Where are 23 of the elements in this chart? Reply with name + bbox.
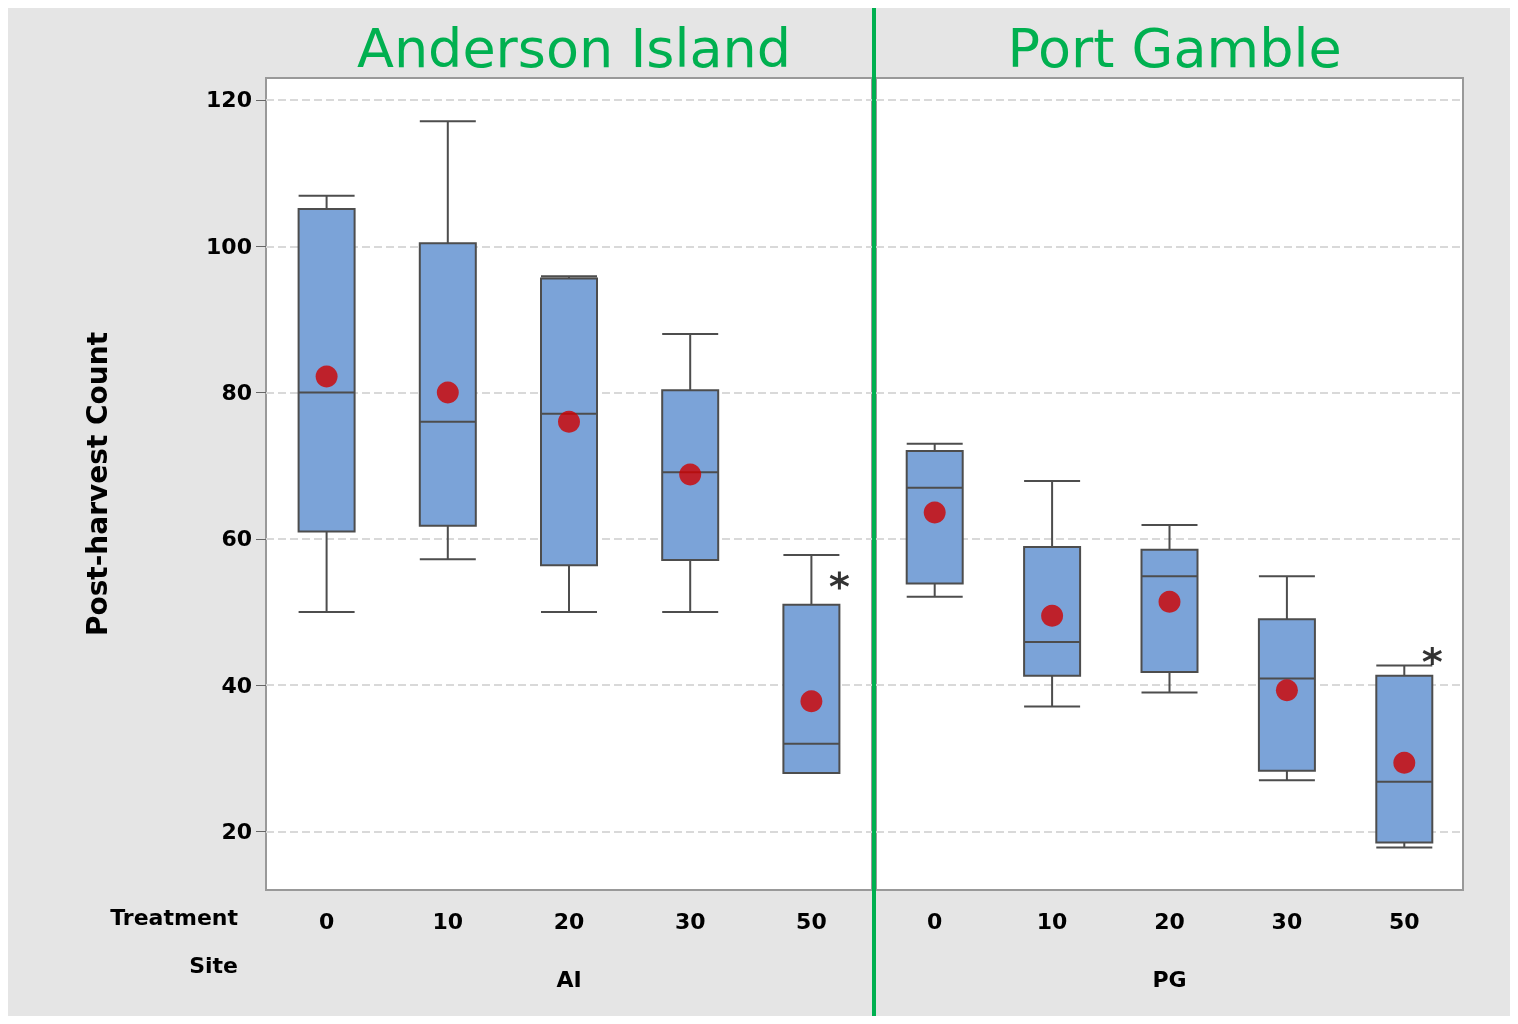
y-tick-label: 20 (221, 818, 252, 844)
y-tick-label: 40 (221, 672, 252, 698)
x-tick-label: 0 (927, 908, 943, 934)
text: Site (189, 952, 238, 978)
x-tick-label: 30 (674, 908, 706, 934)
y-tick-label: 120 (206, 87, 252, 113)
x-tick-label: 20 (1154, 908, 1185, 934)
x-tick-label: 20 (553, 908, 585, 934)
x-axis-title: AI (556, 966, 582, 992)
text: Treatment (110, 904, 239, 930)
chart-title: Port Gamble (1007, 16, 1342, 80)
x-axis-title: PG (1152, 966, 1187, 992)
chart-title: Anderson Island (356, 16, 792, 80)
x-tick-label: 10 (432, 908, 464, 934)
y-tick-label: 80 (221, 380, 252, 406)
y-tick-label: 60 (221, 526, 252, 552)
y-tick-label: 100 (206, 233, 252, 259)
x-tick-label: 30 (1271, 908, 1303, 934)
y-axis-title: Post-harvest Count (80, 331, 114, 637)
x-tick-label: 50 (796, 908, 827, 934)
x-tick-label: 50 (1388, 908, 1420, 934)
x-tick-label: 0 (318, 908, 335, 934)
x-tick-label: 10 (1036, 908, 1068, 934)
